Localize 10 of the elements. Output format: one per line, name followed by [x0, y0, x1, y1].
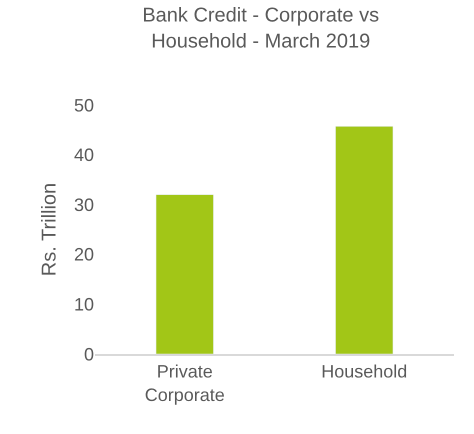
- y-tick-label: 30: [74, 194, 94, 215]
- y-tick-label: 50: [74, 95, 94, 116]
- y-axis-title: Rs. Trillion: [38, 182, 60, 276]
- y-tick-label: 40: [74, 145, 94, 166]
- y-tick-label: 0: [84, 344, 94, 364]
- x-tick-label: Private Corporate: [144, 361, 225, 405]
- y-tick-label: 20: [74, 244, 94, 265]
- chart-title: Bank Credit - Corporate vs Household - March 2019: [142, 4, 380, 53]
- x-tick-label: Household: [321, 361, 408, 382]
- y-tick-label: 10: [74, 294, 94, 314]
